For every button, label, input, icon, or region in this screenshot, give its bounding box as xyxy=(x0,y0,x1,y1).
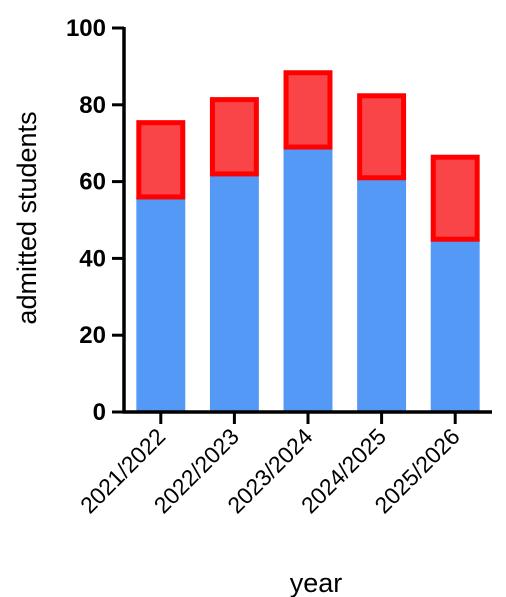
y-tick-label: 80 xyxy=(79,92,106,119)
bar-series-1-2025/2026 xyxy=(430,239,480,412)
bar-series-1-2023/2024 xyxy=(283,147,333,413)
bar-series-2-2022/2023 xyxy=(209,97,259,177)
bar-series-2-2025/2026 xyxy=(430,154,480,242)
x-axis-title: year xyxy=(290,568,343,597)
bar-series-2-2023/2024 xyxy=(283,70,333,150)
bar-series-2-2024/2025 xyxy=(357,93,407,181)
bar-series-2-2021/2022 xyxy=(136,120,186,200)
y-axis-title: admitted students xyxy=(12,111,42,324)
y-axis-ticks: 0 20 40 60 80 100 xyxy=(66,15,124,426)
x-axis-ticks: 2021/20222022/20232023/20242024/20252025… xyxy=(75,412,465,518)
y-tick-label: 20 xyxy=(79,322,106,349)
y-tick-label: 60 xyxy=(79,169,106,196)
bar-series-1-2021/2022 xyxy=(136,196,186,412)
y-tick-label: 0 xyxy=(93,399,106,426)
bar-series-1-2022/2023 xyxy=(209,173,259,412)
y-tick-label: 100 xyxy=(66,15,106,42)
bar-series-1-2024/2025 xyxy=(357,177,407,412)
y-tick-label: 40 xyxy=(79,245,106,272)
bars xyxy=(136,70,480,413)
